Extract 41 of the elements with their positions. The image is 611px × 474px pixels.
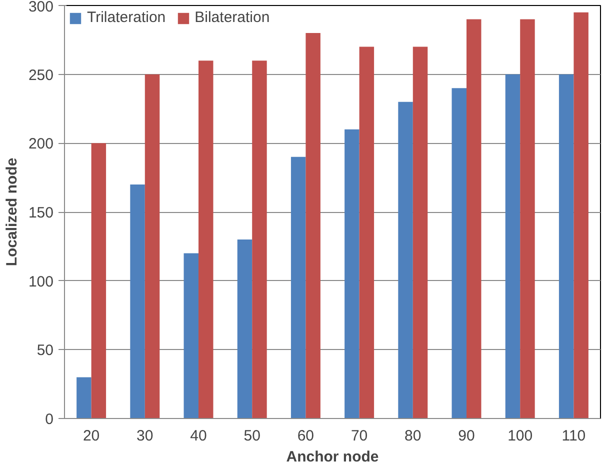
x-tick-label: 80 xyxy=(404,428,422,444)
legend-label: Trilateration xyxy=(87,9,166,26)
x-tick-label: 60 xyxy=(297,428,314,444)
x-tick-label: 70 xyxy=(350,428,368,444)
bar xyxy=(237,240,252,418)
y-tick-label: 100 xyxy=(28,273,54,290)
bar xyxy=(558,74,574,418)
y-tick-label: 0 xyxy=(45,411,54,428)
bar xyxy=(520,19,535,418)
bar xyxy=(91,143,106,418)
bar xyxy=(184,253,198,418)
x-tick-label: 90 xyxy=(458,428,475,444)
x-tick-label: 30 xyxy=(136,428,154,444)
x-axis-title: Anchor node xyxy=(286,448,379,466)
bar xyxy=(198,60,214,418)
y-tick-label: 150 xyxy=(28,204,54,222)
x-tick-label: 50 xyxy=(244,428,260,444)
y-tick-label: 50 xyxy=(36,342,54,360)
x-tick-label: 20 xyxy=(82,428,100,444)
y-tick-label: 300 xyxy=(28,0,54,16)
bar xyxy=(412,46,428,418)
bar xyxy=(76,377,92,418)
bar xyxy=(574,12,588,418)
bar xyxy=(452,88,466,418)
x-tick-label: 40 xyxy=(190,428,207,444)
x-tick-label: 110 xyxy=(562,428,586,444)
bar xyxy=(130,184,145,418)
legend-label: Bilateration xyxy=(194,9,270,26)
bar xyxy=(466,19,482,418)
y-axis-title: Localized node xyxy=(3,158,20,266)
bar xyxy=(252,60,267,418)
bar xyxy=(398,102,413,418)
y-tick-label: 200 xyxy=(28,136,54,153)
bar xyxy=(344,129,360,418)
bar xyxy=(144,74,160,418)
bar xyxy=(306,33,320,418)
bar xyxy=(505,74,520,418)
bar xyxy=(290,156,306,418)
bar xyxy=(359,46,374,418)
x-tick-label: 100 xyxy=(508,428,533,444)
y-tick-label: 250 xyxy=(28,66,54,84)
